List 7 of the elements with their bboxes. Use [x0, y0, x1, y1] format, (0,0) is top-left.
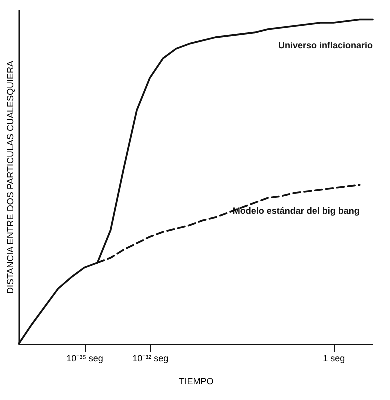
x-tick-label: 10⁻³² seg [132, 354, 169, 364]
y-axis-title: DISTANCIA ENTRE DOS PARTICULAS CUALESQUIERA [6, 60, 16, 294]
x-tick-label: 1 seg [323, 354, 346, 364]
series-label: Universo inflacionario [278, 40, 374, 51]
x-axis-title: TIEMPO [179, 376, 214, 386]
x-tick-label: 10⁻³⁵ seg [66, 354, 104, 364]
series-label: Modelo estándar del big bang [232, 206, 360, 216]
